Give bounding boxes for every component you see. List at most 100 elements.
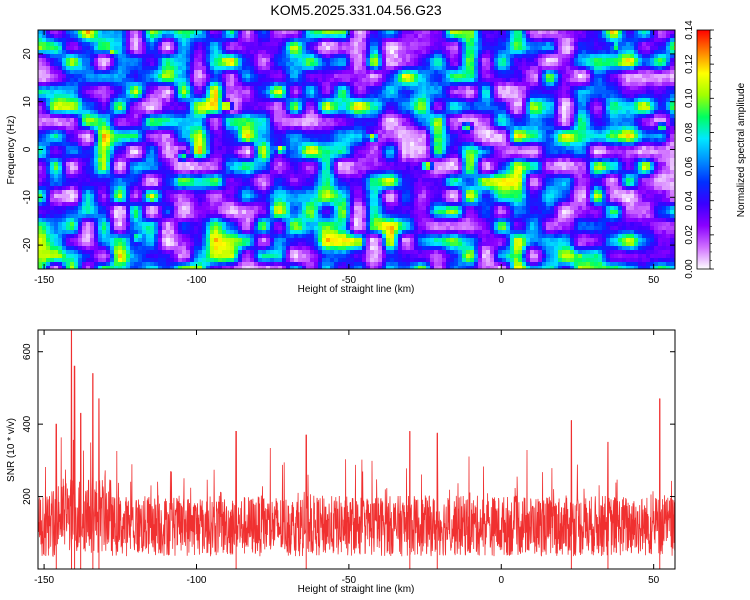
heat-cell bbox=[634, 54, 639, 59]
heat-cell bbox=[62, 150, 67, 155]
heat-cell bbox=[638, 138, 643, 143]
heat-cell bbox=[174, 106, 179, 111]
heat-cell bbox=[354, 30, 359, 35]
heat-cell bbox=[426, 114, 431, 119]
heat-cell bbox=[650, 94, 655, 99]
heat-cell bbox=[366, 126, 371, 131]
heat-cell bbox=[458, 34, 463, 39]
heat-cell bbox=[526, 146, 531, 151]
heat-cell bbox=[366, 142, 371, 147]
heat-cell bbox=[470, 66, 475, 71]
heat-cell bbox=[230, 106, 235, 111]
heat-cell bbox=[266, 78, 271, 83]
heat-cell bbox=[458, 30, 463, 35]
heat-cell bbox=[142, 142, 147, 147]
heat-cell bbox=[418, 70, 423, 75]
heat-cell bbox=[162, 114, 167, 119]
heat-cell bbox=[358, 150, 363, 155]
heat-cell bbox=[50, 30, 55, 35]
heat-cell bbox=[414, 74, 419, 79]
heat-cell bbox=[282, 54, 287, 59]
heat-cell bbox=[554, 134, 559, 139]
heat-cell bbox=[406, 150, 411, 155]
heat-cell bbox=[630, 106, 635, 111]
heat-cell bbox=[38, 78, 43, 83]
heat-cell bbox=[554, 38, 559, 43]
heat-cell bbox=[554, 58, 559, 63]
heat-cell bbox=[378, 46, 383, 51]
heat-cell bbox=[626, 142, 631, 147]
heat-cell bbox=[50, 118, 55, 123]
heat-cell bbox=[306, 114, 311, 119]
heat-cell bbox=[326, 142, 331, 147]
heat-cell bbox=[118, 138, 123, 143]
heat-cell bbox=[54, 86, 59, 91]
heat-cell bbox=[374, 150, 379, 155]
heat-cell bbox=[78, 134, 83, 139]
heat-cell bbox=[666, 30, 671, 35]
heat-cell bbox=[386, 122, 391, 127]
heat-cell bbox=[286, 30, 291, 35]
heat-cell bbox=[614, 146, 619, 151]
heat-cell bbox=[242, 118, 247, 123]
heat-cell bbox=[314, 58, 319, 63]
heat-cell bbox=[474, 114, 479, 119]
heat-cell bbox=[222, 94, 227, 99]
heat-cell bbox=[522, 138, 527, 143]
heat-cell bbox=[198, 130, 203, 135]
heat-cell bbox=[570, 114, 575, 119]
heat-cell bbox=[546, 82, 551, 87]
heat-cell bbox=[530, 82, 535, 87]
heat-cell bbox=[290, 34, 295, 39]
heat-cell bbox=[338, 62, 343, 67]
heat-cell bbox=[250, 98, 255, 103]
heat-cell bbox=[310, 66, 315, 71]
heat-cell bbox=[454, 142, 459, 147]
heat-cell bbox=[398, 102, 403, 107]
heat-cell bbox=[630, 30, 635, 35]
heat-cell bbox=[618, 114, 623, 119]
heat-cell bbox=[186, 30, 191, 35]
heat-cell bbox=[354, 150, 359, 155]
heat-cell bbox=[642, 82, 647, 87]
heat-cell bbox=[662, 138, 667, 143]
heat-cell bbox=[214, 114, 219, 119]
heat-cell bbox=[510, 58, 515, 63]
heat-cell bbox=[602, 126, 607, 131]
heat-cell bbox=[318, 54, 323, 59]
heat-cell bbox=[530, 146, 535, 151]
heat-cell bbox=[66, 38, 71, 43]
heat-cell bbox=[594, 58, 599, 63]
heat-cell bbox=[550, 30, 555, 35]
heat-cell bbox=[54, 134, 59, 139]
heat-cell bbox=[202, 94, 207, 99]
heat-cell bbox=[186, 110, 191, 115]
heat-cell bbox=[454, 138, 459, 143]
heat-cell bbox=[586, 74, 591, 79]
heat-cell bbox=[522, 58, 527, 63]
heat-cell bbox=[670, 110, 675, 115]
heat-cell bbox=[466, 46, 471, 51]
heat-cell bbox=[526, 150, 531, 155]
heat-cell bbox=[82, 34, 87, 39]
heat-cell bbox=[478, 142, 483, 147]
heat-cell bbox=[574, 42, 579, 47]
heat-cell bbox=[434, 150, 439, 155]
heat-cell bbox=[446, 150, 451, 155]
heat-cell bbox=[438, 58, 443, 63]
heat-cell bbox=[510, 30, 515, 35]
heat-cell bbox=[462, 86, 467, 91]
heat-cell bbox=[562, 46, 567, 51]
heat-cell bbox=[110, 134, 115, 139]
heat-cell bbox=[270, 94, 275, 99]
heat-cell bbox=[62, 90, 67, 95]
heat-cell bbox=[158, 58, 163, 63]
heat-cell bbox=[622, 114, 627, 119]
heat-cell bbox=[550, 126, 555, 131]
heat-cell bbox=[38, 146, 43, 151]
heat-cell bbox=[462, 74, 467, 79]
heat-cell bbox=[370, 90, 375, 95]
heat-cell bbox=[266, 138, 271, 143]
heat-cell bbox=[206, 78, 211, 83]
heat-cell bbox=[586, 78, 591, 83]
